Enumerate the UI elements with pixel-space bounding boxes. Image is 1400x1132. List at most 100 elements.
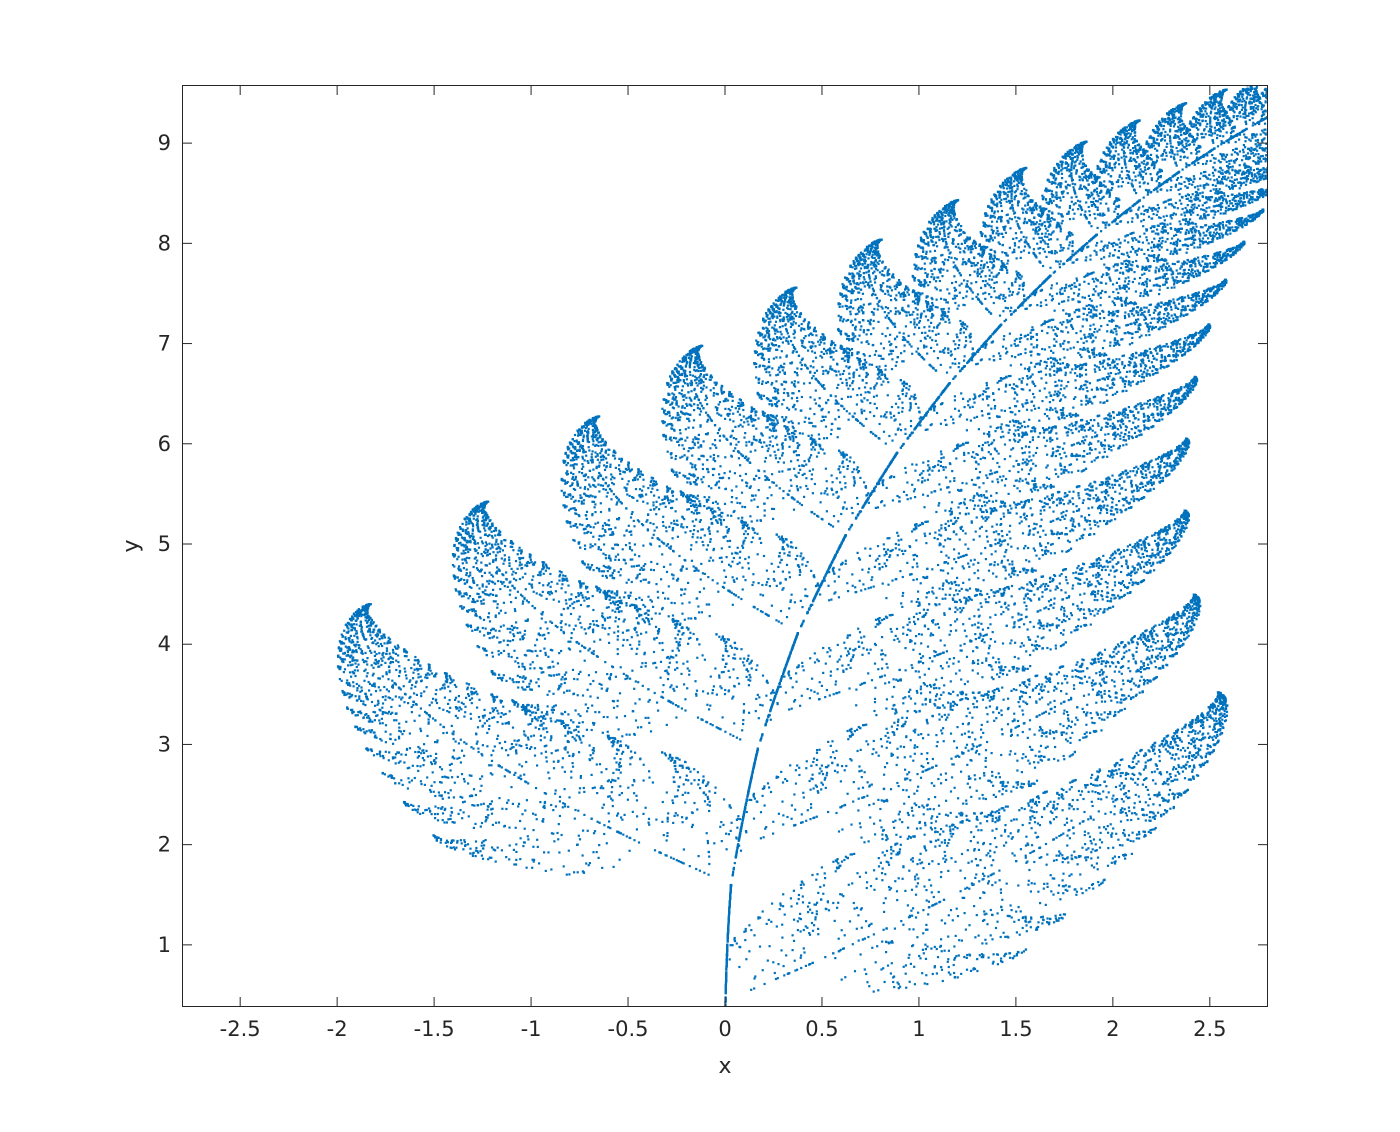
scatter-point: [653, 637, 656, 640]
scatter-point: [966, 763, 969, 766]
scatter-point: [1032, 649, 1035, 652]
scatter-point: [534, 644, 537, 647]
scatter-point: [1091, 848, 1094, 851]
scatter-point: [1164, 799, 1167, 802]
scatter-point: [1198, 738, 1201, 741]
scatter-point: [1058, 369, 1061, 372]
scatter-point: [1024, 915, 1027, 918]
scatter-point: [377, 677, 380, 680]
scatter-point: [1127, 287, 1130, 290]
scatter-point: [399, 669, 402, 673]
scatter-point: [639, 470, 642, 473]
scatter-point: [714, 515, 717, 518]
scatter-point: [1020, 231, 1023, 234]
scatter-point: [1153, 256, 1156, 259]
scatter-point: [480, 854, 483, 857]
scatter-point: [1128, 431, 1131, 434]
scatter-point: [621, 548, 624, 551]
scatter-point: [355, 643, 358, 646]
scatter-point: [599, 440, 602, 443]
scatter-point: [708, 800, 711, 803]
scatter-point: [527, 838, 530, 841]
scatter-point: [1027, 843, 1030, 846]
scatter-point: [503, 775, 506, 778]
scatter-point: [959, 649, 962, 652]
scatter-point: [922, 867, 925, 870]
scatter-point: [1073, 155, 1077, 158]
scatter-point: [360, 699, 363, 702]
scatter-point: [1059, 160, 1062, 163]
scatter-point: [1058, 574, 1061, 577]
scatter-point: [938, 542, 941, 545]
scatter-point: [674, 704, 677, 707]
scatter-point: [1187, 296, 1190, 299]
scatter-point: [1221, 182, 1224, 185]
scatter-point: [1034, 483, 1037, 487]
scatter-point: [1090, 800, 1093, 803]
scatter-point: [1098, 198, 1101, 201]
scatter-point: [1094, 595, 1097, 598]
scatter-point: [930, 782, 933, 785]
scatter-point: [1159, 222, 1162, 225]
scatter-point: [645, 493, 648, 496]
scatter-point: [757, 354, 760, 357]
scatter-point: [718, 518, 721, 521]
scatter-point: [1081, 707, 1084, 710]
scatter-point: [935, 686, 938, 690]
scatter-point: [952, 212, 955, 215]
scatter-point: [1026, 686, 1029, 689]
scatter-point: [1243, 164, 1246, 167]
scatter-point: [1153, 629, 1156, 633]
scatter-point: [1135, 318, 1138, 321]
scatter-point: [1037, 761, 1040, 764]
scatter-point: [475, 846, 478, 850]
scatter-point: [997, 452, 1000, 455]
scatter-point: [579, 582, 582, 585]
scatter-point: [929, 807, 932, 811]
scatter-point: [973, 848, 976, 851]
scatter-point: [667, 597, 670, 600]
scatter-point: [1104, 244, 1107, 247]
scatter-point: [1225, 708, 1228, 711]
scatter-point: [589, 525, 592, 528]
scatter-point: [777, 963, 780, 966]
scatter-point: [642, 779, 645, 782]
scatter-point: [491, 593, 495, 596]
scatter-point: [737, 517, 740, 520]
scatter-point: [1049, 701, 1052, 704]
scatter-point: [979, 743, 982, 747]
scatter-point: [952, 422, 955, 425]
scatter-point: [851, 584, 854, 587]
scatter-point: [1177, 116, 1181, 119]
scatter-point: [785, 616, 789, 619]
scatter-point: [854, 318, 857, 321]
scatter-point: [476, 693, 479, 696]
scatter-point: [1068, 788, 1071, 791]
scatter-point: [661, 648, 664, 652]
scatter-point: [888, 885, 891, 889]
scatter-point: [598, 534, 601, 537]
scatter-point: [795, 371, 798, 375]
scatter-point: [449, 676, 452, 679]
scatter-point: [1134, 323, 1137, 326]
scatter-point: [477, 593, 480, 596]
scatter-point: [472, 565, 475, 569]
scatter-point: [1061, 809, 1064, 812]
scatter-point: [1068, 233, 1071, 236]
scatter-point: [1125, 166, 1128, 169]
scatter-point: [678, 641, 681, 644]
scatter-point: [622, 833, 625, 836]
scatter-point: [1224, 124, 1227, 127]
scatter-point: [640, 566, 643, 569]
scatter-points: [336, 85, 1268, 1007]
scatter-point: [725, 640, 728, 643]
scatter-point: [687, 767, 691, 770]
scatter-point: [1059, 199, 1062, 202]
scatter-point: [1210, 107, 1213, 110]
scatter-point: [701, 654, 704, 657]
scatter-point: [785, 427, 788, 430]
scatter-point: [1136, 370, 1139, 374]
scatter-point: [1107, 480, 1110, 483]
scatter-point: [415, 667, 418, 670]
scatter-point: [1099, 674, 1102, 677]
